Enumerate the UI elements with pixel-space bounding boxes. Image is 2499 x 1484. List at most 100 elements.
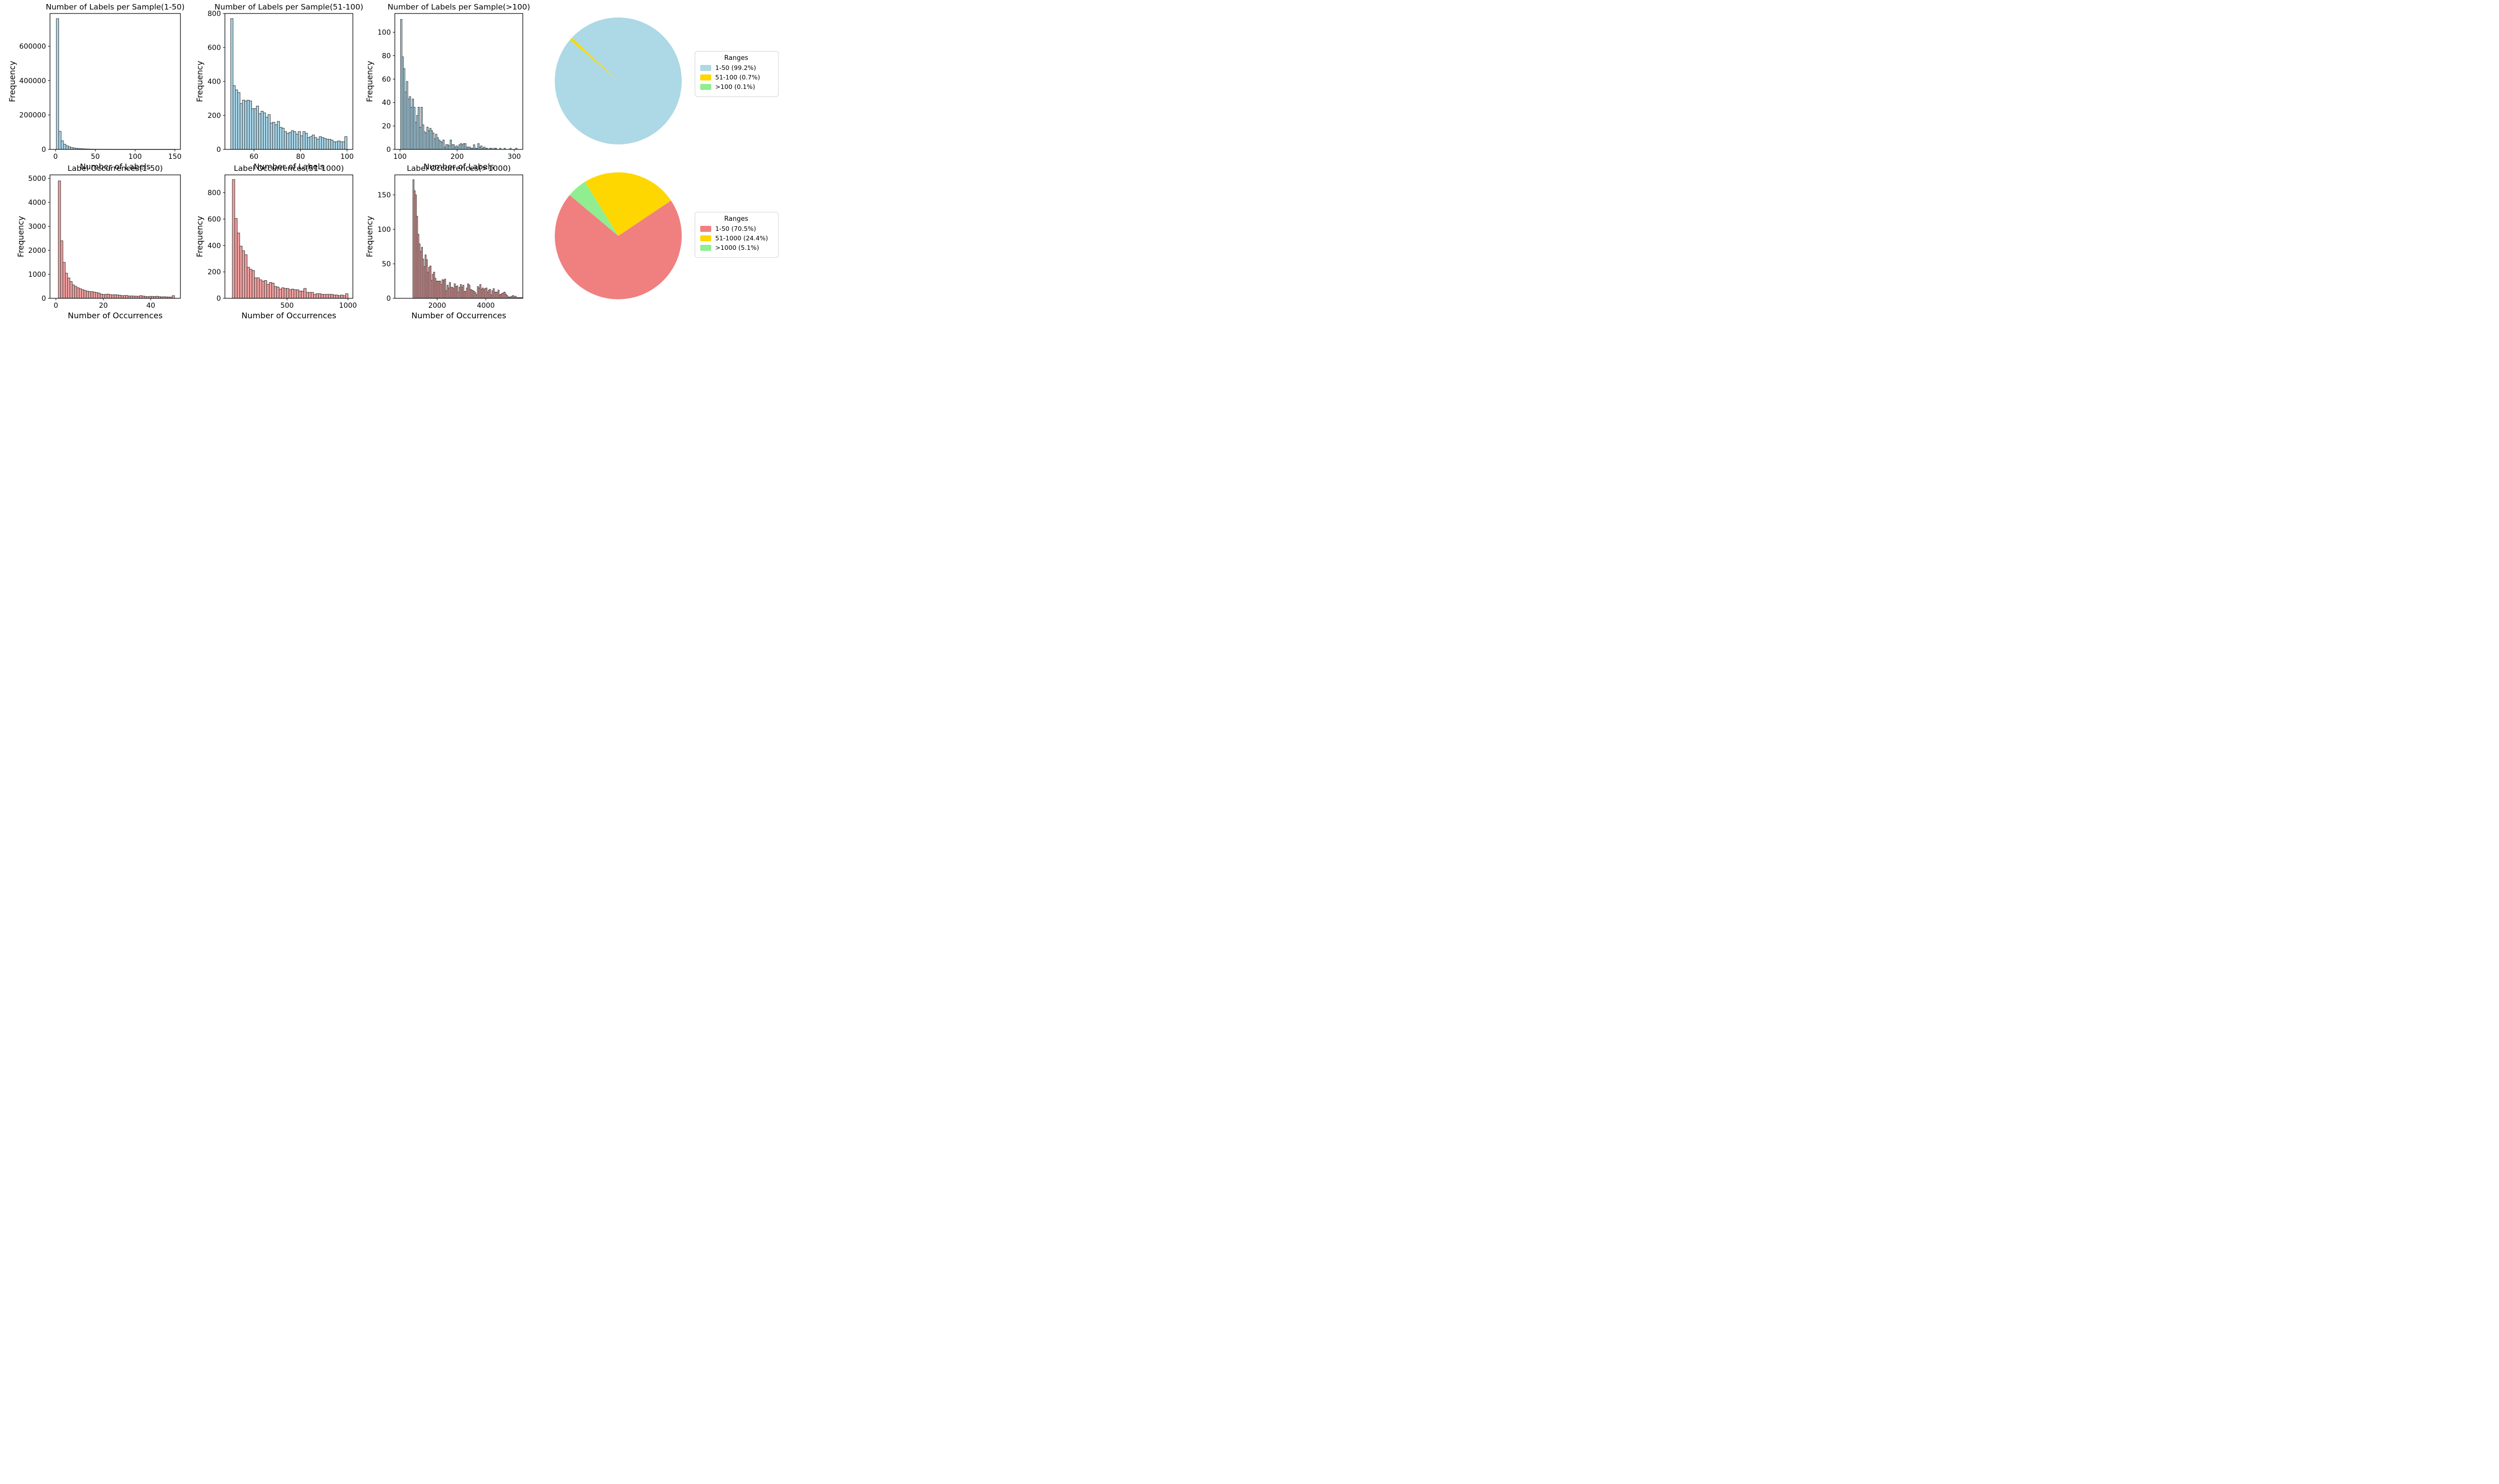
bar — [335, 294, 339, 299]
bar — [171, 295, 175, 299]
bar — [246, 99, 250, 150]
bar — [256, 105, 259, 150]
chart-title: Number of Labels per Sample(51-100) — [214, 2, 363, 11]
bar — [288, 132, 292, 150]
y-tick-label: 0 — [386, 295, 391, 303]
bar — [125, 295, 128, 299]
x-tick-label: 50 — [91, 153, 100, 161]
chart-title: Label Occurrences(>1000) — [407, 164, 511, 173]
x-axis-label: Number of Occurrences — [68, 311, 163, 320]
y-tick-label: 40 — [382, 99, 391, 107]
pie-legend-labels-per-sample: Ranges 1-50 (99.2%) 51-100 (0.7%) >100 (0.… — [695, 51, 779, 97]
x-tick-label: 1000 — [339, 302, 357, 310]
bar — [298, 290, 302, 299]
legend-swatch — [700, 225, 711, 232]
y-tick-label: 600 — [207, 215, 221, 223]
y-axis-label: Frequency — [195, 61, 204, 102]
bar — [303, 288, 307, 299]
bar — [109, 294, 112, 299]
bar — [310, 292, 314, 299]
bar — [276, 287, 279, 299]
bar — [345, 293, 348, 299]
x-tick-label: 40 — [146, 302, 155, 310]
bar — [293, 131, 296, 150]
bar — [259, 279, 262, 299]
bar — [134, 296, 138, 299]
legend-entry: >100 (0.1%) — [700, 83, 772, 90]
pie-slice-1-50-70-5 — [555, 195, 682, 299]
bar — [242, 250, 245, 299]
pie-legend-label-occurrences: Ranges 1-50 (70.5%) 51-1000 (24.4%) >1000 … — [695, 212, 779, 258]
axes-frame — [49, 174, 181, 299]
legend-entry-label: 1-50 (70.5%) — [715, 225, 756, 232]
bar — [141, 295, 145, 299]
bars — [230, 18, 347, 150]
x-tick-label: 500 — [280, 302, 294, 310]
chart-title: Label Occurrences(51-1000) — [234, 164, 344, 173]
y-tick-label: 0 — [386, 146, 391, 154]
y-tick-label: 2000 — [28, 247, 46, 255]
bar — [286, 133, 289, 150]
bar — [266, 284, 270, 299]
bar — [314, 137, 317, 150]
bar — [74, 286, 77, 299]
bar — [320, 294, 324, 299]
y-tick-label: 600 — [207, 44, 221, 52]
y-tick-label: 100 — [377, 226, 391, 234]
y-tick-label: 400000 — [19, 77, 46, 85]
axes-frame — [394, 13, 523, 150]
y-tick-label: 800 — [207, 10, 221, 18]
x-axis-label: Number of Labels — [423, 162, 494, 171]
bar — [267, 114, 271, 150]
bar — [342, 141, 345, 150]
y-tick-label: 60 — [382, 75, 391, 83]
legend-entry: 51-100 (0.7%) — [700, 73, 772, 81]
bar — [337, 140, 340, 150]
bar — [137, 296, 140, 299]
bar — [323, 294, 326, 299]
bar — [139, 295, 142, 299]
bar — [78, 288, 82, 299]
bar — [68, 146, 71, 150]
bar — [239, 103, 243, 150]
legend-entry: >1000 (5.1%) — [700, 244, 772, 251]
pie-slice-100-0-1 — [569, 39, 618, 81]
legend-swatch — [700, 235, 711, 241]
bar — [111, 294, 114, 299]
bar — [81, 289, 84, 299]
bar — [56, 18, 59, 150]
y-axis-label: Frequency — [365, 61, 374, 102]
bar — [343, 295, 346, 299]
bar — [232, 85, 236, 150]
y-tick-label: 80 — [382, 52, 391, 60]
y-tick-label: 600000 — [19, 42, 46, 50]
bar — [60, 140, 64, 150]
bars — [56, 18, 176, 150]
bar — [325, 294, 329, 299]
bar — [344, 136, 347, 150]
y-axis-label: Frequency — [195, 216, 204, 257]
x-axis-label: Number of Labels — [80, 162, 150, 171]
legend-swatch — [700, 74, 711, 80]
bar — [65, 145, 69, 150]
axes-frame — [49, 13, 181, 150]
bar — [278, 289, 282, 299]
legend-entry: 1-50 (70.5%) — [700, 225, 772, 232]
bar — [318, 293, 321, 299]
y-tick-label: 0 — [41, 295, 46, 303]
x-tick-label: 100 — [393, 153, 407, 161]
bar — [116, 294, 119, 299]
hist-label-occurrences-1000: 2000 4000 0 50 100 150 Label Occurrences(>1000… — [365, 164, 523, 320]
bar — [246, 267, 250, 299]
bar — [313, 294, 316, 299]
bar — [330, 294, 334, 299]
bar — [254, 277, 257, 299]
bar — [263, 112, 266, 150]
x-tick-label: 80 — [296, 153, 305, 161]
bar — [315, 293, 319, 299]
bar — [295, 133, 299, 150]
x-tick-label: 0 — [53, 302, 58, 310]
bar — [235, 89, 238, 150]
bar — [328, 139, 331, 150]
bar — [283, 288, 287, 299]
